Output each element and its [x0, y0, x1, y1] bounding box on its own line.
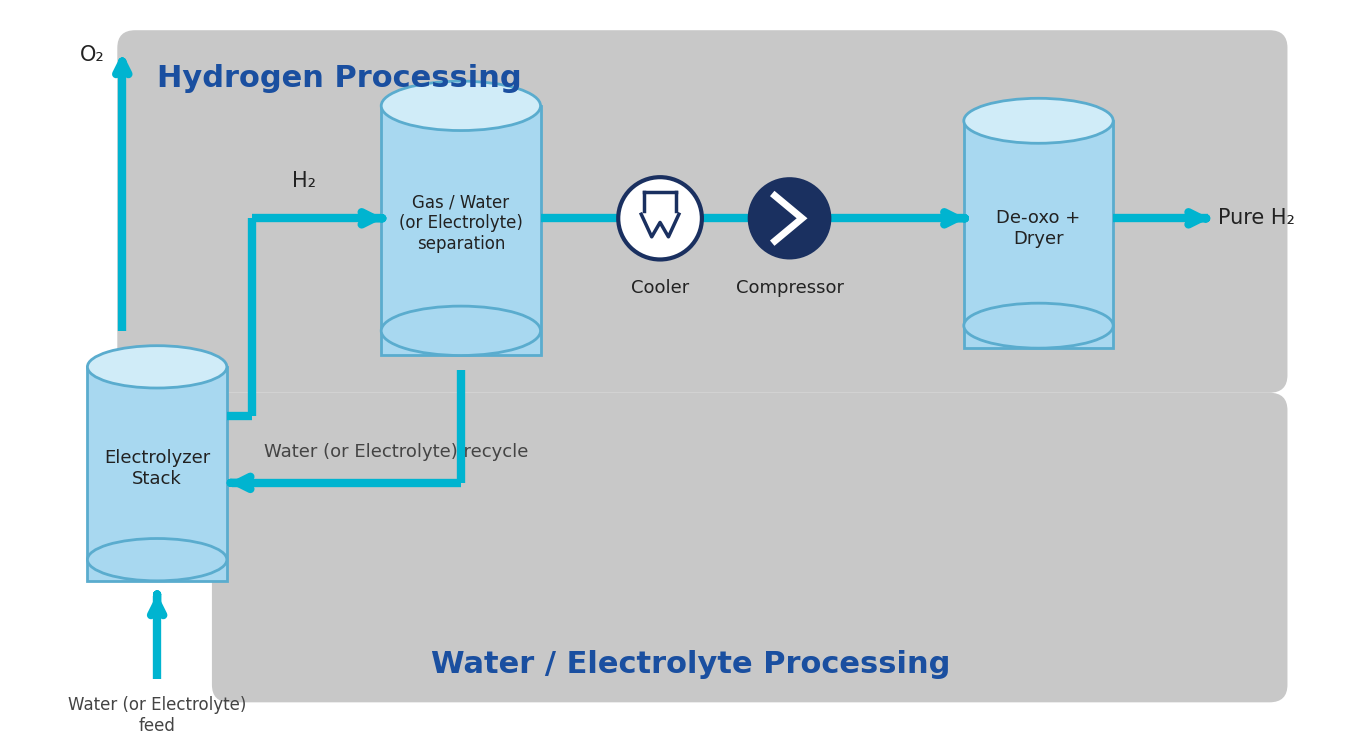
Bar	[964, 121, 1114, 348]
Ellipse shape	[381, 81, 540, 131]
Ellipse shape	[381, 306, 540, 356]
Ellipse shape	[101, 550, 224, 581]
Ellipse shape	[88, 345, 227, 388]
Text: H₂: H₂	[292, 171, 316, 191]
Text: Hydrogen Processing: Hydrogen Processing	[157, 63, 521, 93]
Text: O₂: O₂	[80, 45, 104, 65]
Text: Water (or Electrolyte) recycle: Water (or Electrolyte) recycle	[265, 443, 528, 461]
Text: Water (or Electrolyte)
feed: Water (or Electrolyte) feed	[68, 697, 246, 736]
Bar	[381, 106, 540, 356]
Text: De-oxo +
Dryer: De-oxo + Dryer	[996, 209, 1080, 248]
Ellipse shape	[397, 318, 537, 355]
Text: Water / Electrolyte Processing: Water / Electrolyte Processing	[431, 650, 950, 679]
Ellipse shape	[964, 98, 1114, 143]
Ellipse shape	[979, 315, 1110, 348]
Circle shape	[618, 178, 702, 260]
Circle shape	[748, 178, 832, 260]
Ellipse shape	[88, 539, 227, 581]
Text: Electrolyzer
Stack: Electrolyzer Stack	[104, 449, 211, 488]
Ellipse shape	[964, 303, 1114, 348]
Text: Gas / Water
(or Electrolyte)
separation: Gas / Water (or Electrolyte) separation	[400, 193, 522, 253]
Text: Pure H₂: Pure H₂	[1218, 208, 1295, 228]
FancyBboxPatch shape	[117, 30, 1288, 392]
Text: Compressor: Compressor	[736, 279, 844, 297]
FancyBboxPatch shape	[212, 392, 1288, 702]
Text: Cooler: Cooler	[630, 279, 690, 297]
Bar	[88, 367, 227, 581]
